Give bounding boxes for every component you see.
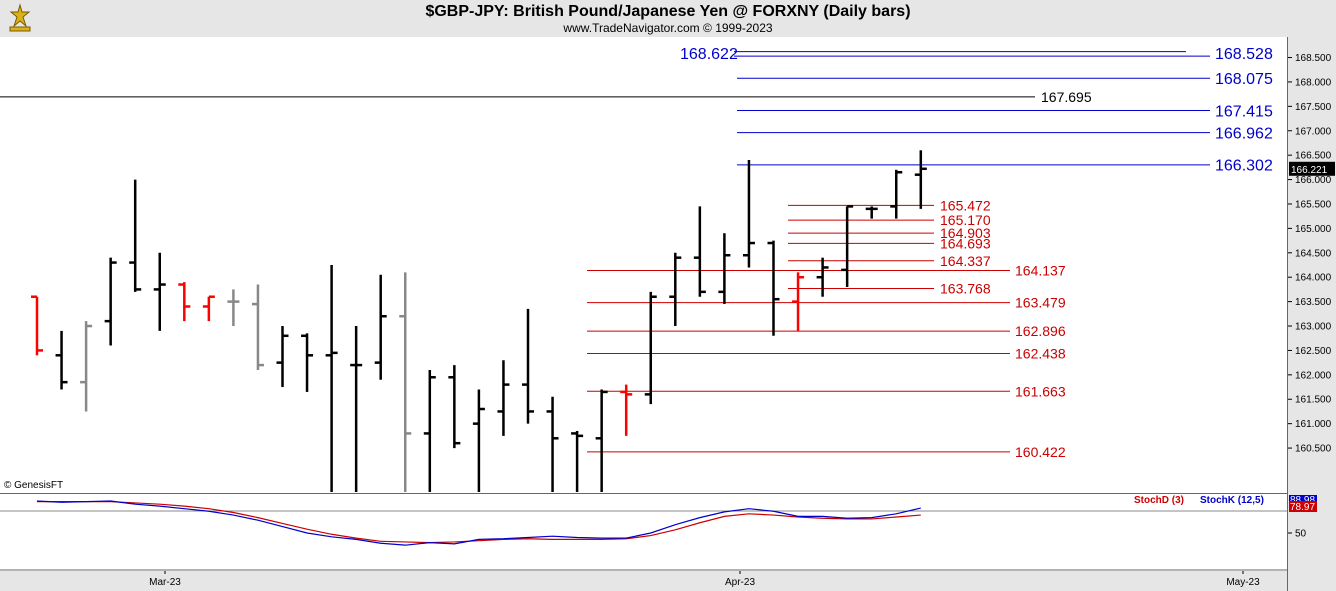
stochd-last-box bbox=[1289, 501, 1317, 512]
stochd-last-value: 78.97 bbox=[1290, 502, 1315, 513]
level-label: 166.962 bbox=[1215, 125, 1273, 142]
chart-header bbox=[0, 0, 1336, 37]
ohlc-bar bbox=[178, 282, 191, 322]
ohlc-bar bbox=[276, 326, 289, 388]
level-label: 167.695 bbox=[1041, 89, 1092, 105]
y-axis-tick-label: 167.000 bbox=[1295, 126, 1332, 137]
y-axis-tick-label: 167.500 bbox=[1295, 102, 1332, 113]
ohlc-bar bbox=[595, 389, 608, 492]
ohlc-bar bbox=[767, 240, 780, 336]
level-label: 168.528 bbox=[1215, 46, 1273, 63]
level-label: 164.137 bbox=[1015, 263, 1066, 279]
level-label: 163.768 bbox=[940, 281, 991, 297]
stochk-last-value: 88.98 bbox=[1290, 495, 1315, 506]
level-label: 167.415 bbox=[1215, 103, 1273, 120]
y-axis-tick-label: 165.000 bbox=[1295, 224, 1332, 235]
level-label: 162.438 bbox=[1015, 345, 1066, 361]
ohlc-bar bbox=[227, 289, 240, 327]
ohlc-bar bbox=[350, 326, 363, 492]
stochd-line bbox=[37, 501, 921, 544]
y-axis-tick-label: 160.500 bbox=[1295, 444, 1332, 455]
chart-title: $GBP-JPY: British Pound/Japanese Yen @ F… bbox=[425, 3, 911, 20]
level-label: 168.075 bbox=[1215, 71, 1273, 88]
ohlc-bar bbox=[742, 160, 755, 268]
ohlc-bar bbox=[914, 150, 927, 209]
level-label: 165.472 bbox=[940, 197, 991, 213]
x-axis-background bbox=[0, 571, 1336, 591]
x-axis-tick-label: Mar-23 bbox=[149, 577, 181, 588]
ohlc-bar bbox=[522, 308, 534, 424]
ohlc-bar bbox=[644, 291, 657, 405]
ohlc-bar bbox=[251, 284, 264, 370]
level-label: 164.337 bbox=[940, 253, 991, 269]
y-axis-tick-label: 168.000 bbox=[1295, 77, 1332, 88]
ohlc-bar bbox=[693, 206, 706, 297]
y-axis-tick-label: 162.000 bbox=[1295, 370, 1332, 381]
level-label: 162.896 bbox=[1015, 323, 1066, 339]
y-axis-tick-label: 166.000 bbox=[1295, 175, 1332, 186]
ohlc-bar bbox=[399, 272, 412, 492]
level-label: 168.622 bbox=[680, 46, 738, 63]
stoch-legend-entry: StochD (3) bbox=[1134, 495, 1184, 506]
level-label: 163.479 bbox=[1015, 295, 1066, 311]
stoch-legend-entry: StochK (12,5) bbox=[1200, 495, 1264, 506]
level-label: 160.422 bbox=[1015, 444, 1066, 460]
y-axis-tick-label: 165.500 bbox=[1295, 199, 1332, 210]
stoch-y-axis-tick-label: 50 bbox=[1295, 529, 1307, 540]
y-axis-tick-label: 161.000 bbox=[1295, 419, 1332, 430]
ohlc-bar bbox=[546, 396, 559, 492]
watermark: © GenesisFT bbox=[4, 480, 63, 491]
ohlc-bar bbox=[472, 389, 485, 492]
ohlc-bar bbox=[841, 205, 854, 287]
ohlc-bar bbox=[620, 384, 633, 436]
ohlc-bar bbox=[55, 330, 68, 390]
last-price-box bbox=[1289, 161, 1335, 176]
ohlc-bar bbox=[816, 257, 829, 297]
ohlc-bar bbox=[423, 369, 436, 492]
y-axis-tick-label: 163.500 bbox=[1295, 297, 1332, 308]
ohlc-bar bbox=[325, 265, 338, 492]
logo-icon bbox=[9, 3, 31, 32]
ohlc-bar bbox=[153, 252, 166, 331]
stochk-last-box bbox=[1289, 495, 1317, 505]
ohlc-bar bbox=[374, 274, 387, 380]
ohlc-bar bbox=[497, 360, 510, 436]
ohlc-bar bbox=[104, 257, 117, 346]
stochk-line bbox=[36, 500, 921, 546]
ohlc-bar bbox=[890, 169, 903, 219]
ohlc-bar bbox=[792, 272, 805, 331]
y-axis-tick-label: 161.500 bbox=[1295, 395, 1332, 406]
y-axis-tick-label: 164.000 bbox=[1295, 273, 1332, 284]
y-axis-tick-label: 166.500 bbox=[1295, 151, 1332, 162]
ohlc-bar bbox=[669, 252, 682, 327]
level-label: 161.663 bbox=[1015, 383, 1066, 399]
x-axis-tick-label: May-23 bbox=[1226, 577, 1260, 588]
y-axis-tick-label: 162.500 bbox=[1295, 346, 1332, 357]
ohlc-bar bbox=[865, 206, 878, 219]
x-axis-tick-label: Apr-23 bbox=[725, 577, 755, 588]
ohlc-bar bbox=[202, 295, 215, 322]
level-label: 164.693 bbox=[940, 235, 991, 251]
ohlc-bar bbox=[129, 179, 142, 292]
ohlc-bar bbox=[448, 365, 461, 449]
y-axis-tick-label: 164.500 bbox=[1295, 248, 1332, 259]
y-axis-tick-label: 163.000 bbox=[1295, 322, 1332, 333]
ohlc-bar bbox=[80, 321, 93, 412]
level-label: 165.170 bbox=[940, 212, 991, 228]
level-label: 164.903 bbox=[940, 225, 991, 241]
chart-subtitle: www.TradeNavigator.com © 1999-2023 bbox=[563, 21, 773, 35]
last-price-label: 166.221 bbox=[1291, 165, 1328, 176]
ohlc-bar bbox=[571, 430, 584, 492]
ohlc-bar bbox=[718, 233, 731, 305]
level-label: 166.302 bbox=[1215, 158, 1273, 175]
ohlc-bar bbox=[301, 333, 314, 392]
y-axis-tick-label: 168.500 bbox=[1295, 53, 1332, 64]
ohlc-bar bbox=[31, 295, 43, 356]
